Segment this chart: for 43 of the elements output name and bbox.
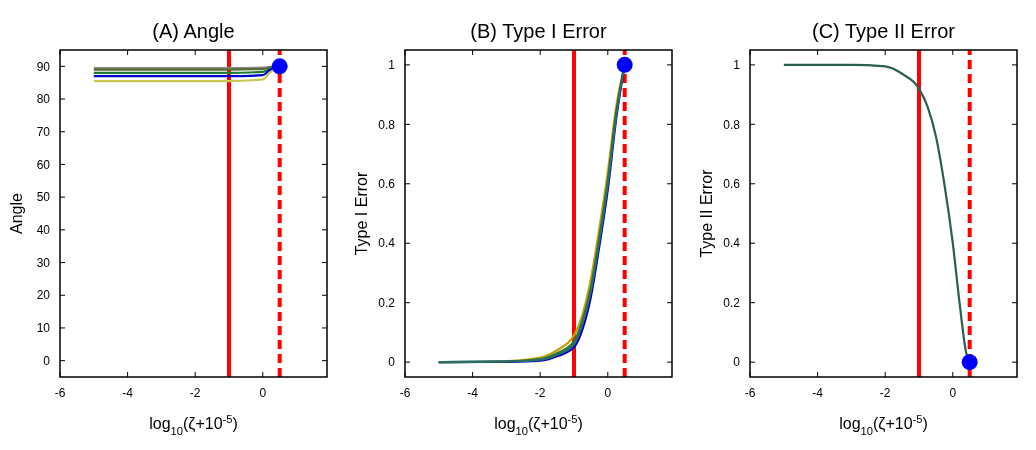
y-tick-label: 0.8 bbox=[378, 117, 396, 132]
x-axis-title: log$_{10}$(ζ+10$^{-5}$) bbox=[494, 413, 583, 437]
y-tick-label: 0.4 bbox=[378, 236, 396, 251]
y-tick-label: 1 bbox=[388, 58, 396, 73]
y-tick-label: 0.6 bbox=[723, 176, 741, 191]
x-tick-label: -6 bbox=[399, 386, 411, 400]
y-tick-label: 1 bbox=[733, 58, 741, 73]
x-axis-title: log$_{10}$(ζ+10$^{-5}$) bbox=[149, 413, 238, 437]
x-axis-title: log$_{10}$(ζ+10$^{-5}$) bbox=[839, 413, 928, 437]
x-tick-label: -4 bbox=[812, 386, 824, 400]
x-tick-label: -4 bbox=[467, 386, 479, 400]
y-tick-label: 30 bbox=[36, 255, 51, 270]
y-tick-label: 0 bbox=[733, 355, 741, 370]
y-tick-label: 90 bbox=[36, 59, 51, 74]
chart-title: (C) Type II Error bbox=[812, 20, 956, 42]
x-tick-label: -6 bbox=[54, 386, 66, 400]
x-tick-label: -6 bbox=[744, 386, 756, 400]
x-tick-label: 0 bbox=[259, 386, 267, 400]
x-tick-label: -2 bbox=[189, 386, 201, 400]
y-tick-label: 60 bbox=[36, 157, 51, 172]
y-tick-label: 10 bbox=[36, 321, 51, 336]
x-tick-label: 0 bbox=[604, 386, 612, 400]
y-axis-title: Angle bbox=[8, 192, 25, 234]
x-tick-label: -2 bbox=[534, 386, 546, 400]
y-axis-title: Type II Error bbox=[698, 168, 715, 258]
y-tick-label: 80 bbox=[36, 92, 51, 107]
y-tick-label: 0.2 bbox=[378, 295, 396, 310]
y-tick-label: 0 bbox=[43, 353, 51, 368]
y-tick-label: 40 bbox=[36, 223, 51, 238]
x-tick-label: -4 bbox=[122, 386, 134, 400]
y-tick-label: 0.2 bbox=[723, 295, 741, 310]
chart-title: (A) Angle bbox=[152, 20, 235, 42]
x-tick-label: -2 bbox=[879, 386, 891, 400]
y-tick-label: 50 bbox=[36, 190, 51, 205]
y-axis-title: Type I Error bbox=[353, 171, 370, 256]
y-tick-label: 0.6 bbox=[378, 176, 396, 191]
x-tick-label: 0 bbox=[949, 386, 957, 400]
y-tick-label: 70 bbox=[36, 124, 51, 139]
y-tick-label: 0 bbox=[388, 355, 396, 370]
y-tick-label: 0.8 bbox=[723, 117, 741, 132]
y-tick-label: 0.4 bbox=[723, 236, 741, 251]
y-tick-label: 20 bbox=[36, 288, 51, 303]
chart-title: (B) Type I Error bbox=[470, 20, 607, 42]
